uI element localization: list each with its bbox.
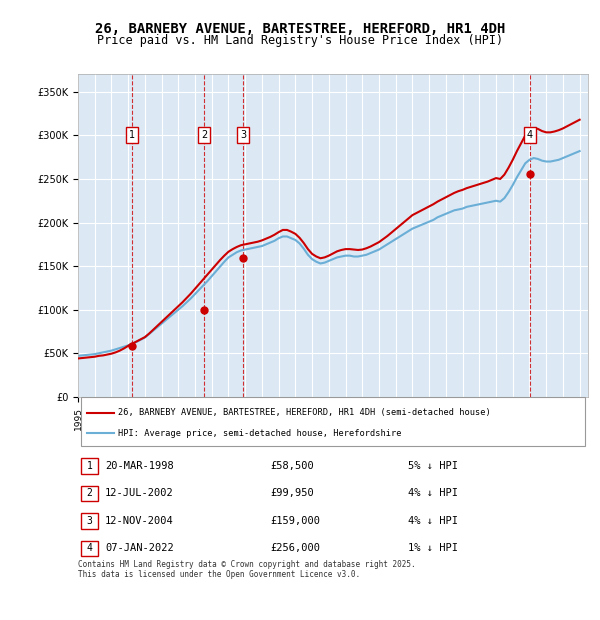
Text: 07-JAN-2022: 07-JAN-2022 bbox=[105, 543, 174, 554]
Text: 2: 2 bbox=[201, 130, 207, 140]
Text: £159,000: £159,000 bbox=[270, 516, 320, 526]
Text: 4: 4 bbox=[527, 130, 533, 140]
Text: 1: 1 bbox=[86, 461, 92, 471]
Text: 1% ↓ HPI: 1% ↓ HPI bbox=[408, 543, 458, 554]
Text: £256,000: £256,000 bbox=[270, 543, 320, 554]
Text: Price paid vs. HM Land Registry's House Price Index (HPI): Price paid vs. HM Land Registry's House … bbox=[97, 34, 503, 47]
Text: 3: 3 bbox=[240, 130, 246, 140]
Text: 4: 4 bbox=[86, 543, 92, 554]
Text: 1: 1 bbox=[129, 130, 135, 140]
Text: 2: 2 bbox=[86, 489, 92, 498]
Text: 26, BARNEBY AVENUE, BARTESTREE, HEREFORD, HR1 4DH (semi-detached house): 26, BARNEBY AVENUE, BARTESTREE, HEREFORD… bbox=[118, 409, 491, 417]
Text: 5% ↓ HPI: 5% ↓ HPI bbox=[408, 461, 458, 471]
Text: 12-JUL-2002: 12-JUL-2002 bbox=[105, 489, 174, 498]
Text: Contains HM Land Registry data © Crown copyright and database right 2025.
This d: Contains HM Land Registry data © Crown c… bbox=[78, 560, 416, 579]
Text: £58,500: £58,500 bbox=[270, 461, 314, 471]
Text: HPI: Average price, semi-detached house, Herefordshire: HPI: Average price, semi-detached house,… bbox=[118, 429, 402, 438]
Text: 3: 3 bbox=[86, 516, 92, 526]
Text: 4% ↓ HPI: 4% ↓ HPI bbox=[408, 516, 458, 526]
Text: 20-MAR-1998: 20-MAR-1998 bbox=[105, 461, 174, 471]
Text: 4% ↓ HPI: 4% ↓ HPI bbox=[408, 489, 458, 498]
Text: 26, BARNEBY AVENUE, BARTESTREE, HEREFORD, HR1 4DH: 26, BARNEBY AVENUE, BARTESTREE, HEREFORD… bbox=[95, 22, 505, 36]
Text: £99,950: £99,950 bbox=[270, 489, 314, 498]
Text: 12-NOV-2004: 12-NOV-2004 bbox=[105, 516, 174, 526]
